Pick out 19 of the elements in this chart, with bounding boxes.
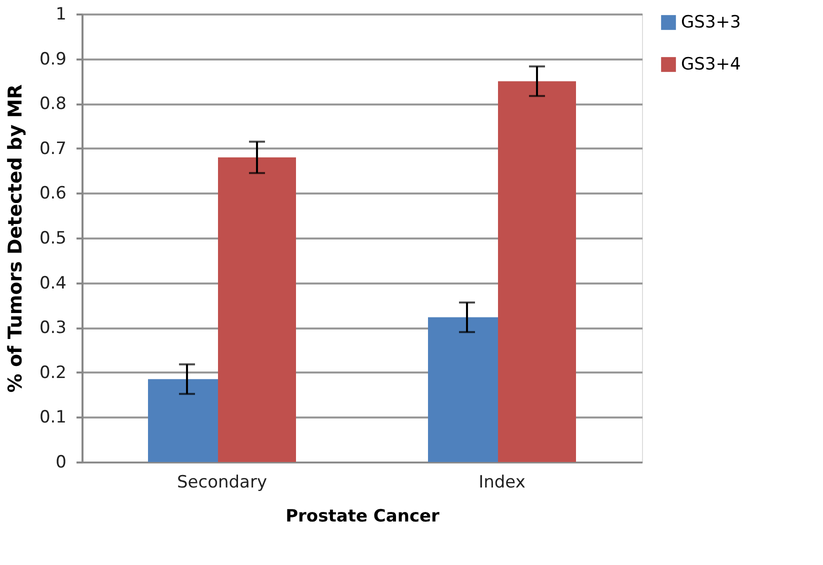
legend-label: GS3+4 [681,54,741,74]
legend-label: GS3+3 [681,12,741,32]
y-tick-label: 0.5 [39,228,66,248]
x-tick-label: Index [478,472,526,492]
y-tick-label: 0.1 [39,408,66,428]
y-tick-label: 0.2 [39,362,66,383]
y-tick-label: 0.3 [39,318,66,338]
x-tick-label: Secondary [176,472,268,492]
x-axis-title: Prostate Cancer [286,506,440,526]
y-tick-label: 0.8 [39,94,66,114]
y-tick-label: 0.9 [39,49,66,70]
y-tick-label: 0 [56,452,66,472]
y-tick-label: 0.6 [39,184,66,204]
bar [218,157,296,462]
y-tick-label: 0.7 [39,138,66,159]
bar [498,81,576,462]
y-axis-title: % of Tumors Detected by MR [4,84,26,393]
y-tick-label: 1 [56,4,66,24]
y-tick-label: 0.4 [39,273,66,294]
